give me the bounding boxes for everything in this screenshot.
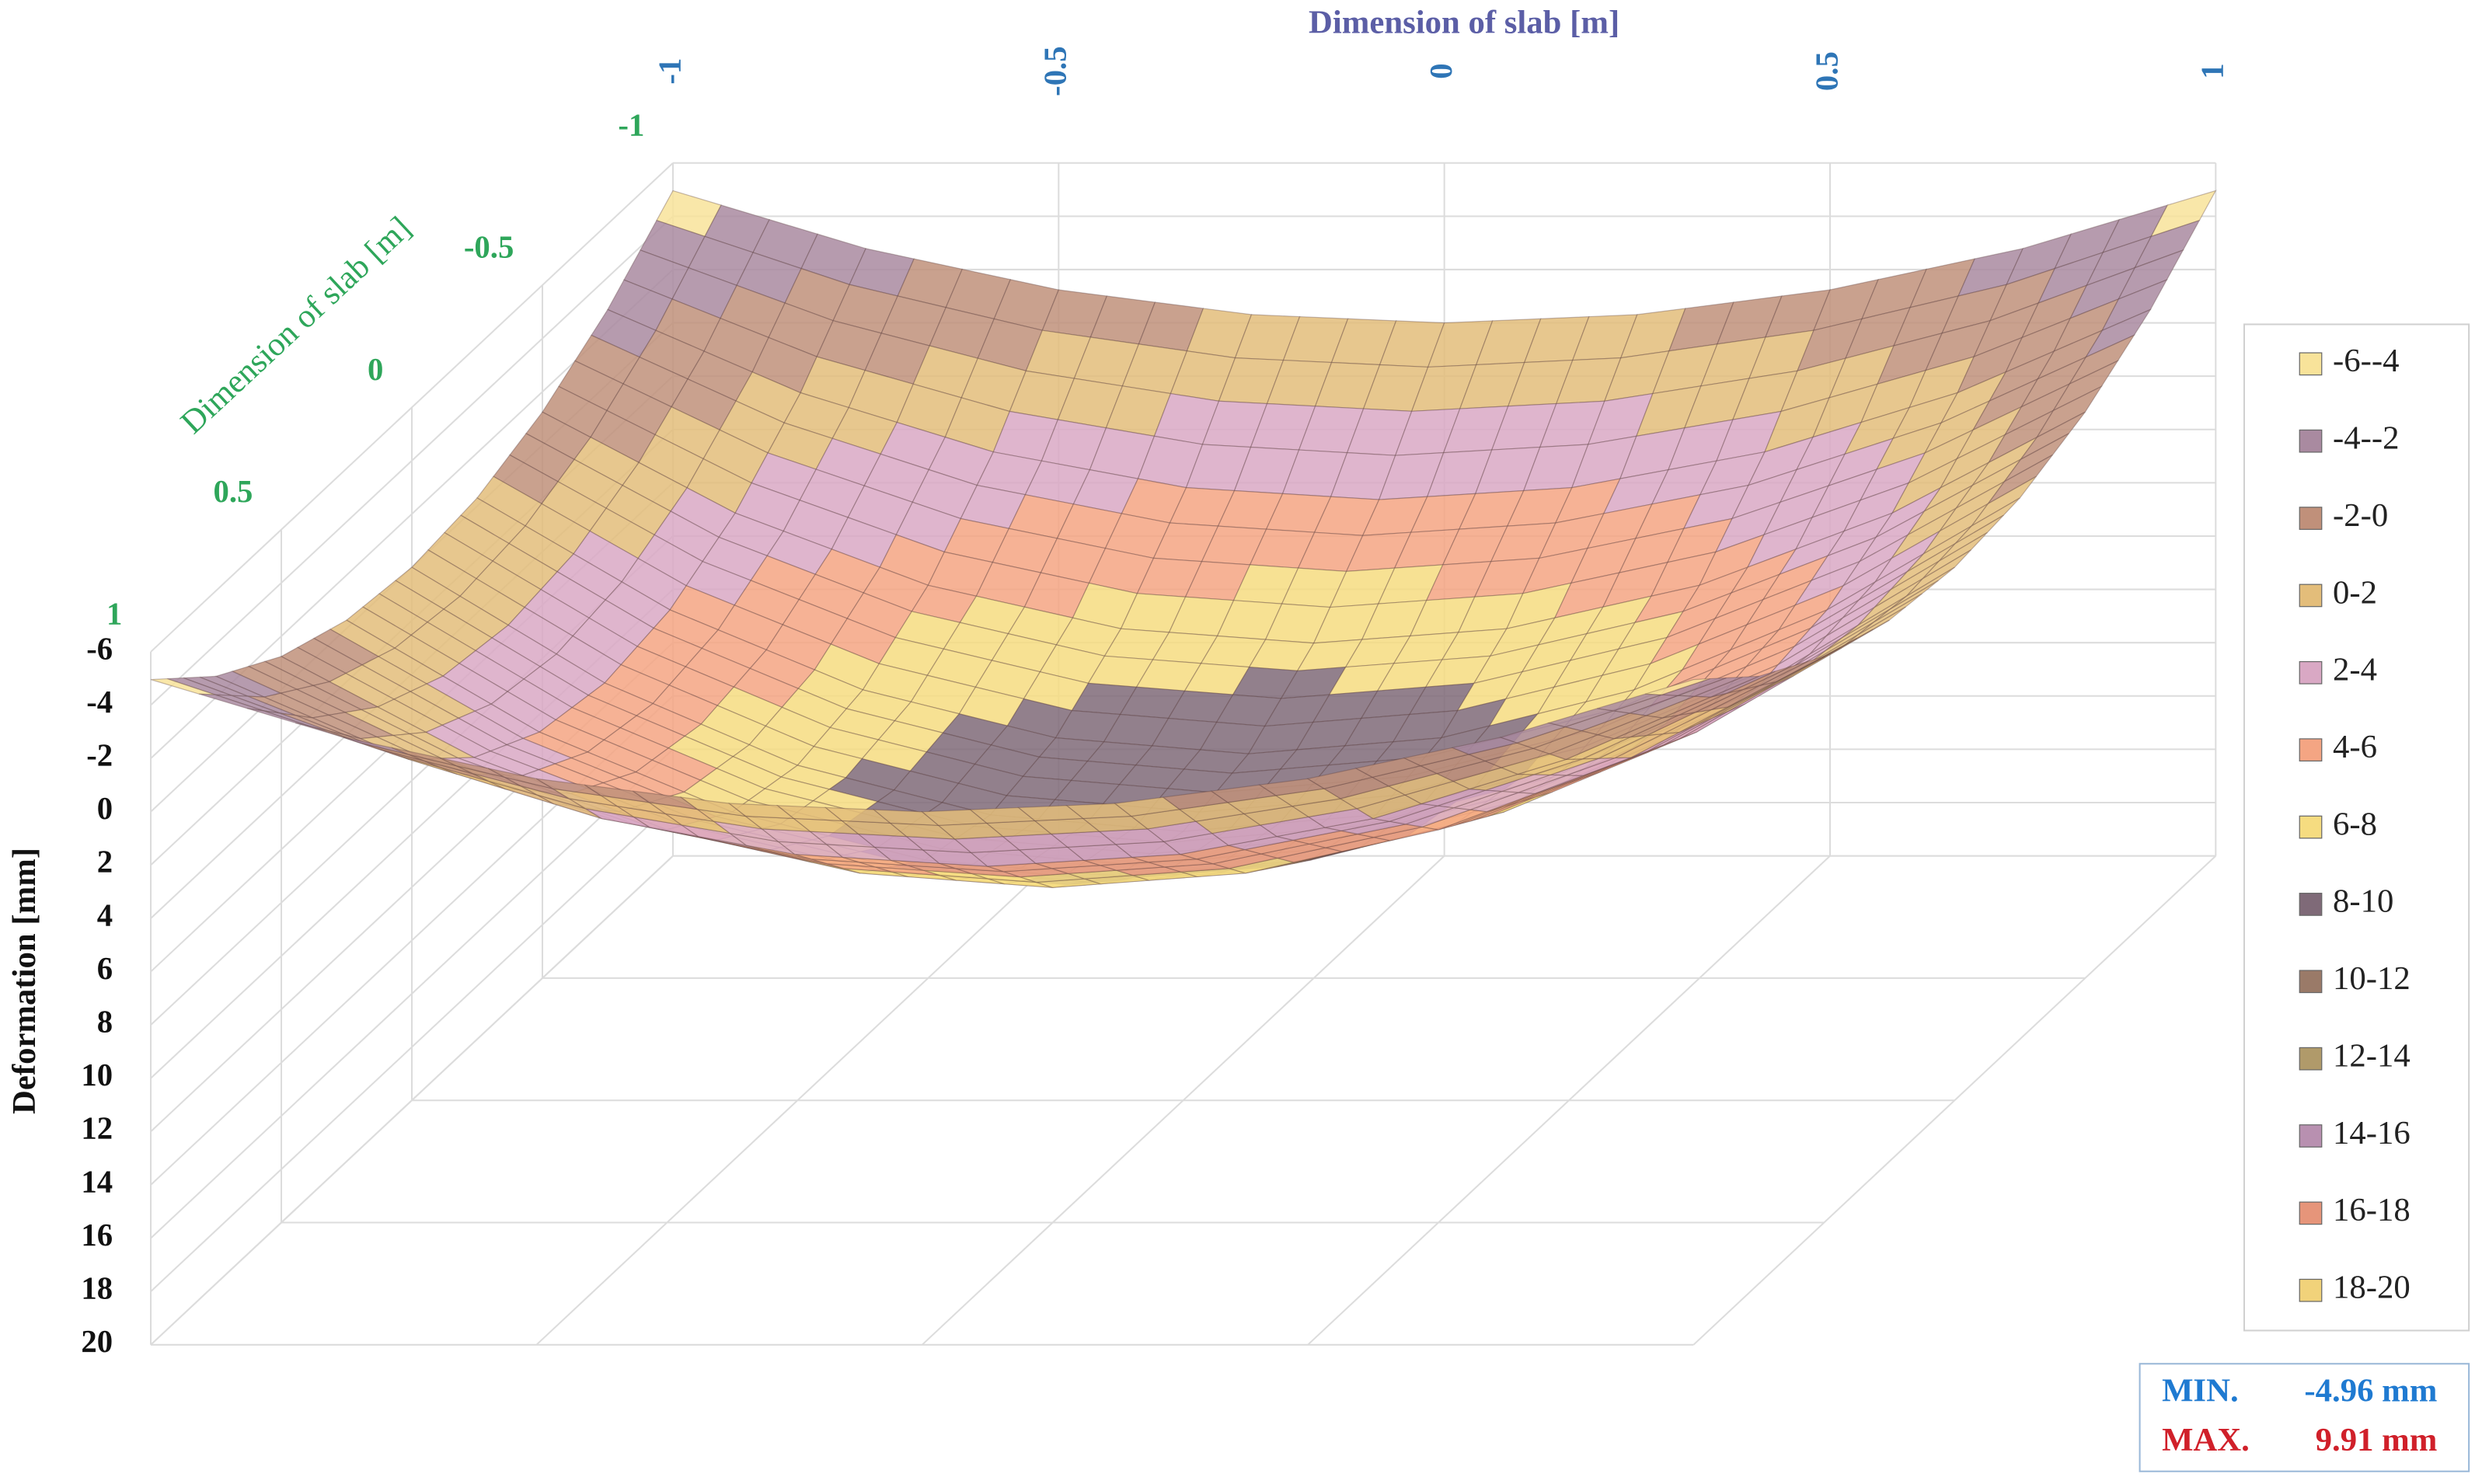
legend-label: -6--4 — [2333, 343, 2399, 379]
z-tick-label: 12 — [81, 1111, 113, 1146]
legend-swatch — [2299, 1278, 2323, 1302]
legend-label: 2-4 — [2333, 652, 2377, 688]
legend-swatch — [2299, 583, 2323, 608]
legend-label: 18-20 — [2333, 1270, 2411, 1306]
stats-label: MAX. — [2162, 1422, 2250, 1458]
legend-swatch — [2299, 1047, 2323, 1071]
legend-label: -4--2 — [2333, 420, 2399, 457]
z-tick-label: 14 — [81, 1164, 113, 1199]
y-tick-label: 1 — [106, 596, 122, 631]
stats-value: -4.96 mm — [2304, 1373, 2437, 1409]
legend-swatch — [2299, 660, 2323, 685]
legend-label: 6-8 — [2333, 806, 2377, 842]
x-tick-label: 0.5 — [1809, 51, 1844, 91]
legend-swatch — [2299, 1201, 2323, 1225]
legend-label: 0-2 — [2333, 574, 2377, 611]
stats-label: MIN. — [2162, 1373, 2239, 1409]
z-tick-label: -2 — [86, 737, 113, 772]
legend-swatch — [2299, 429, 2323, 453]
z-axis-title: Deformation [mm] — [6, 848, 43, 1114]
z-tick-label: 18 — [81, 1271, 113, 1306]
legend-label: -2-0 — [2333, 497, 2388, 534]
legend-swatch — [2299, 893, 2323, 916]
z-tick-label: 6 — [97, 951, 113, 986]
z-tick-label: -6 — [86, 631, 113, 666]
surface-cell — [1645, 678, 1710, 695]
x-tick-label: 1 — [2195, 63, 2230, 78]
z-tick-label: 8 — [97, 1005, 113, 1040]
z-tick-label: 16 — [81, 1218, 113, 1252]
z-tick-label: 2 — [97, 845, 113, 880]
y-axis-title: Dimension of slab [m] — [174, 210, 418, 441]
y-tick-label: 0.5 — [213, 474, 253, 509]
legend-swatch — [2299, 352, 2323, 376]
y-tick-label: -1 — [618, 107, 644, 142]
z-tick-label: 10 — [81, 1057, 113, 1092]
legend-swatch — [2299, 970, 2323, 994]
x-tick-label: 0 — [1424, 63, 1459, 78]
legend-label: 12-14 — [2333, 1037, 2411, 1074]
x-tick-label: -1 — [652, 58, 687, 85]
stats-value: 9.91 mm — [2316, 1422, 2438, 1458]
z-tick-label: 4 — [97, 897, 113, 932]
legend-swatch — [2299, 815, 2323, 839]
y-tick-label: -0.5 — [464, 230, 514, 265]
stats-box — [2139, 1363, 2470, 1472]
legend-label: 10-12 — [2333, 960, 2411, 997]
z-tick-label: -4 — [86, 685, 113, 719]
x-tick-label: -0.5 — [1038, 46, 1073, 96]
legend-label: 4-6 — [2333, 729, 2377, 765]
y-tick-label: 0 — [368, 352, 383, 387]
legend-swatch — [2299, 1124, 2323, 1148]
legend-label: 14-16 — [2333, 1115, 2411, 1151]
legend-label: 16-18 — [2333, 1192, 2411, 1228]
legend-swatch — [2299, 507, 2323, 530]
legend-swatch — [2299, 738, 2323, 762]
legend-label: 8-10 — [2333, 883, 2393, 920]
z-tick-label: 20 — [81, 1324, 113, 1359]
legend-box — [2243, 323, 2470, 1332]
z-tick-label: 0 — [97, 791, 113, 826]
x-axis-title: Dimension of slab [m] — [1309, 4, 1619, 40]
